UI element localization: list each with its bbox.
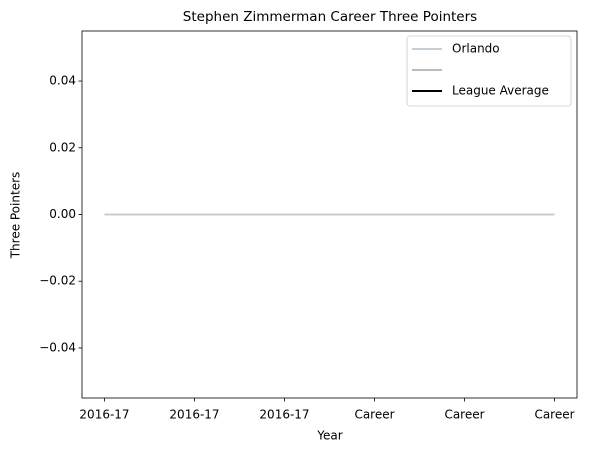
x-tick-label: 2016-17 [169, 408, 219, 422]
y-tick-label: −0.02 [39, 274, 76, 288]
y-tick-label: 0.00 [49, 207, 76, 221]
legend-box [406, 35, 572, 107]
x-tick-label: Career [534, 408, 574, 422]
x-tick-label: Career [354, 408, 394, 422]
y-axis-label: Three Pointers [9, 172, 23, 260]
x-tick-label: 2016-17 [79, 408, 129, 422]
chart-title: Stephen Zimmerman Career Three Pointers [183, 9, 477, 25]
plot-frame [81, 30, 578, 399]
legend-label: League Average [452, 84, 549, 98]
x-tick-label: Career [444, 408, 484, 422]
x-axis-label: Year [316, 429, 342, 443]
legend-label: Orlando [452, 42, 500, 56]
y-tick-label: −0.04 [39, 340, 76, 354]
y-tick-label: 0.04 [49, 74, 76, 88]
x-tick-label: 2016-17 [259, 408, 309, 422]
y-tick-label: 0.02 [49, 140, 76, 154]
